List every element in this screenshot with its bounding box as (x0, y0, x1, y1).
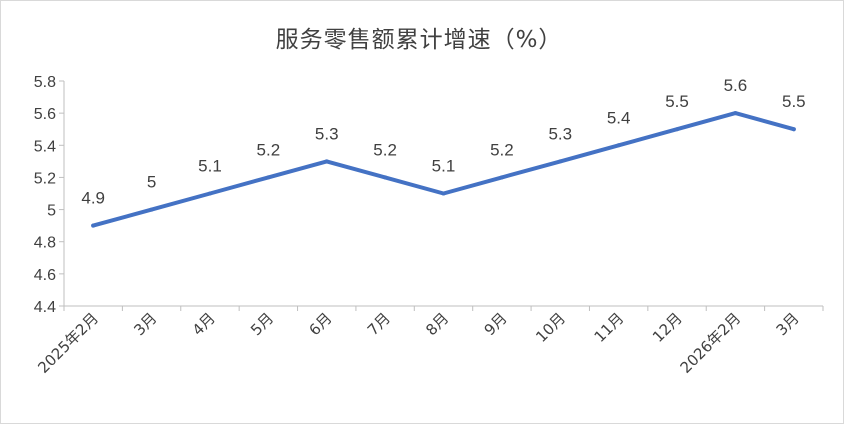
data-label: 5 (147, 173, 156, 192)
y-tick-label: 4.8 (34, 235, 56, 252)
y-tick-label: 4.6 (34, 267, 56, 284)
data-point (383, 175, 388, 180)
data-point (91, 223, 96, 228)
data-point (675, 127, 680, 132)
chart-title: 服务零售额累计增速（%） (276, 27, 563, 53)
series-group (91, 111, 796, 228)
y-tick-label: 5.2 (34, 170, 56, 187)
data-label: 5.4 (607, 108, 631, 127)
x-tick-label: 5月 (247, 309, 277, 339)
data-point (733, 111, 738, 116)
data-label: 5.6 (724, 76, 748, 95)
y-tick-labels: 4.4 4.6 4.8 5 5.2 5.4 5.6 5.8 (34, 74, 64, 316)
data-label: 5.5 (665, 92, 689, 111)
data-label: 5.1 (198, 157, 222, 176)
x-tick-label: 4月 (189, 309, 219, 339)
x-tick-label: 3月 (773, 309, 803, 339)
data-point (499, 175, 504, 180)
data-label: 5.2 (490, 140, 514, 159)
x-tick-label: 7月 (364, 309, 394, 339)
data-point (324, 159, 329, 164)
y-tick-label: 5.4 (34, 138, 56, 155)
y-tick-label: 5.6 (34, 106, 56, 123)
y-tick-label: 4.4 (34, 299, 56, 316)
data-label: 4.9 (81, 189, 105, 208)
data-label: 5.2 (257, 140, 281, 159)
data-point (207, 191, 212, 196)
data-point (616, 143, 621, 148)
data-label: 5.2 (373, 140, 397, 159)
data-point (441, 191, 446, 196)
data-point (791, 127, 796, 132)
x-tick-label: 8月 (422, 309, 452, 339)
x-tick-label: 9月 (481, 309, 511, 339)
data-label: 5.5 (782, 92, 806, 111)
data-labels: 4.9 5 5.1 5.2 5.3 5.2 5.1 5.2 5.3 5.4 5.5 5.6 5.5 (81, 76, 806, 208)
data-label: 5.3 (315, 124, 339, 143)
data-label: 5.3 (548, 124, 572, 143)
x-tick-label: 11月 (591, 309, 628, 346)
y-tick-label: 5.8 (34, 74, 56, 91)
data-point (149, 207, 154, 212)
x-tick-label: 12月 (649, 309, 686, 346)
x-tick-label: 2025年2月 (34, 309, 102, 377)
x-tick-label: 10月 (532, 309, 569, 346)
x-tick-label: 6月 (305, 309, 335, 339)
x-tick-label: 2026年2月 (677, 309, 745, 377)
x-tick-label: 3月 (130, 309, 160, 339)
data-label: 5.1 (432, 157, 456, 176)
data-point (266, 175, 271, 180)
data-point (558, 159, 563, 164)
y-tick-label: 5 (47, 203, 56, 220)
